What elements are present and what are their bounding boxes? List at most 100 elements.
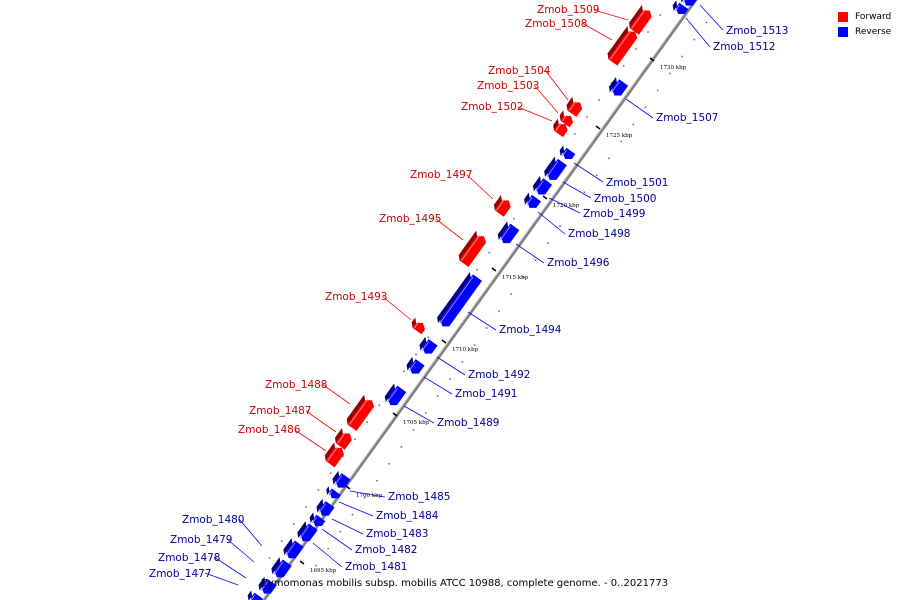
gene-zmob-1501[interactable]: [557, 145, 576, 162]
gene-shadow: [384, 383, 396, 402]
legend: Forward Reverse: [838, 9, 891, 39]
gene-zmob-1493[interactable]: [409, 317, 427, 335]
gene-body: [527, 194, 541, 208]
legend-label-forward: Forward: [855, 11, 892, 22]
gene-zmob-1481[interactable]: [295, 521, 318, 544]
gene-zmob-1512[interactable]: [670, 0, 689, 17]
gene-zmob-1500[interactable]: [542, 156, 567, 184]
minor-tick: [693, 38, 696, 41]
reverse-swatch: [838, 26, 848, 37]
minor-tick: [510, 293, 512, 295]
minor-tick: [400, 446, 403, 448]
gene-zmob-1496[interactable]: [495, 221, 520, 246]
gene-shadow: [672, 0, 678, 11]
gene-zmob-1492[interactable]: [417, 336, 438, 357]
gene-zmob-1477[interactable]: [245, 590, 264, 600]
gene-body: [554, 124, 568, 138]
leader-line: [573, 162, 604, 183]
minor-tick: [437, 395, 439, 397]
minor-tick: [644, 106, 647, 109]
gene-body: [335, 433, 352, 450]
leader-line: [213, 556, 247, 579]
gene-body: [388, 385, 407, 406]
gene-zmob-1487[interactable]: [333, 427, 355, 450]
gene-zmob-1508[interactable]: [605, 26, 639, 66]
gene-zmob-1497[interactable]: [492, 194, 514, 217]
leader-line: [435, 218, 464, 241]
gene-label: Zmob_1480: [182, 514, 244, 526]
gene-zmob-1494[interactable]: [435, 272, 482, 329]
gene-label: Zmob_1488: [265, 379, 327, 391]
gene-zmob-1504[interactable]: [564, 96, 584, 117]
gene-zmob-1507[interactable]: [607, 76, 629, 99]
minor-tick: [268, 557, 271, 559]
gene-zmob-1509[interactable]: [627, 4, 654, 35]
minor-tick: [317, 489, 320, 491]
gene-label: Zmob_1482: [355, 544, 417, 556]
gene-zmob-1502[interactable]: [551, 118, 570, 138]
gene-label: Zmob_1504: [488, 65, 551, 77]
minor-tick: [586, 116, 588, 118]
gene-label: Zmob_1497: [410, 169, 472, 181]
gene-shadow: [607, 26, 629, 60]
leader-line: [699, 4, 724, 31]
gene-label: Zmob_1487: [249, 405, 311, 417]
scale-tick-label: 1715 kbp: [502, 275, 529, 281]
gene-shadow: [559, 110, 565, 121]
gene-label: Zmob_1513: [726, 25, 788, 37]
gene-label: Zmob_1477: [149, 568, 211, 580]
gene-highlight: [408, 361, 417, 371]
gene-body: [494, 200, 511, 217]
gene-zmob-1480[interactable]: [281, 538, 304, 561]
gene-zmob-1495[interactable]: [456, 230, 488, 268]
gene-label: Zmob_1509: [537, 4, 599, 16]
minor-tick: [573, 133, 576, 135]
gene-zmob-1488[interactable]: [344, 394, 376, 432]
gene-highlight: [562, 114, 567, 122]
gene-zmob-1483[interactable]: [314, 498, 335, 519]
gene-shadow: [629, 4, 643, 29]
minor-tick: [427, 336, 430, 339]
gene-label: Zmob_1484: [376, 510, 439, 522]
gene-body: [459, 236, 487, 268]
minor-tick: [595, 174, 598, 177]
leader-line: [321, 383, 351, 405]
gene-label: Zmob_1495: [379, 213, 441, 225]
gene-body: [261, 579, 277, 594]
gene-zmob-1491[interactable]: [404, 356, 425, 377]
minor-tick: [280, 540, 283, 542]
minor-tick: [439, 319, 442, 322]
gene-highlight: [299, 525, 310, 539]
gene-zmob-1513[interactable]: [678, 0, 699, 9]
gene-zmob-1503[interactable]: [557, 110, 575, 128]
gene-zmob-1478[interactable]: [256, 576, 277, 597]
leader-line: [294, 429, 327, 452]
gene-shadow: [559, 145, 565, 156]
gene-label: Zmob_1496: [547, 257, 610, 269]
gene-zmob-1482[interactable]: [307, 512, 326, 529]
minor-tick: [376, 479, 378, 482]
minor-tick: [366, 421, 369, 424]
leader-line: [204, 572, 239, 586]
gene-body: [325, 447, 344, 468]
forward-swatch: [838, 11, 848, 22]
gene-zmob-1498[interactable]: [522, 192, 541, 212]
minor-tick: [473, 344, 476, 346]
leader-line: [581, 22, 613, 41]
gene-label: Zmob_1500: [594, 193, 656, 205]
gene-highlight: [439, 276, 474, 324]
gene-zmob-1486[interactable]: [322, 442, 346, 468]
leader-line: [338, 501, 374, 517]
gene-highlight: [500, 225, 511, 241]
gene-shadow: [566, 96, 574, 111]
leader-line: [331, 518, 364, 535]
gene-zmob-1485[interactable]: [330, 470, 351, 491]
gene-zmob-1499[interactable]: [531, 175, 553, 198]
minor-tick: [378, 404, 381, 407]
gene-label: Zmob_1486: [238, 424, 301, 436]
gene-zmob-1489[interactable]: [382, 383, 407, 408]
gene-zmob-1479[interactable]: [269, 557, 292, 580]
gene-zmob-1484[interactable]: [324, 486, 341, 501]
gene-shadow: [544, 156, 556, 177]
gene-label: Zmob_1485: [388, 491, 450, 503]
